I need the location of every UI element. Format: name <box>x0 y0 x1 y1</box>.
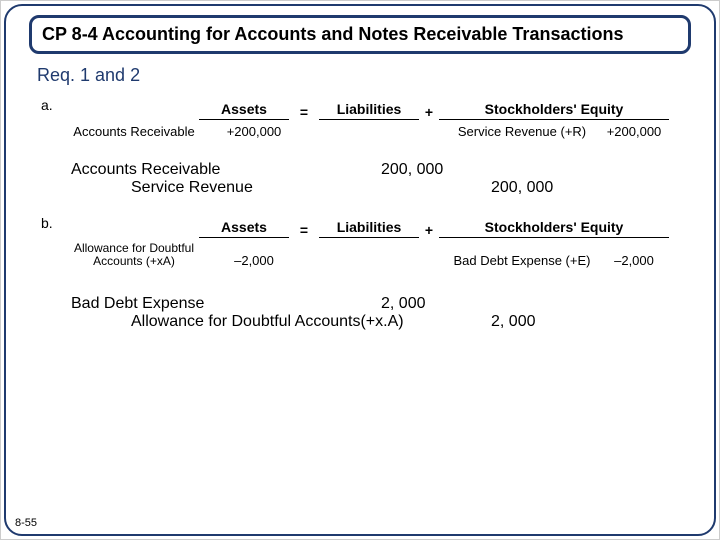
a-asset-val: +200,000 <box>219 120 289 139</box>
page-title: CP 8-4 Accounting for Accounts and Notes… <box>42 24 678 45</box>
a-se-val: +200,000 <box>599 120 669 139</box>
je-a-line2-acct: Service Revenue <box>71 179 381 197</box>
equation-table-b: Assets = Liabilities + Stockholders' Equ… <box>49 219 689 268</box>
hdr-assets-b: Assets <box>199 219 289 238</box>
b-se-val: –2,000 <box>599 249 669 268</box>
je-b-line1-acct: Bad Debt Expense <box>71 295 381 313</box>
je-b-line2-acct: Allowance for Doubtful Accounts(+x.A) <box>71 313 411 331</box>
a-se-label: Service Revenue (+R) <box>439 120 599 139</box>
hdr-stockholders-b: Stockholders' Equity <box>439 219 669 238</box>
b-se-label: Bad Debt Expense (+E) <box>439 249 599 268</box>
journal-entry-b: Bad Debt Expense 2, 000 Allowance for Do… <box>71 295 671 331</box>
je-a-line1-acct: Accounts Receivable <box>71 161 381 179</box>
b-asset-label: Allowance for Doubtful Accounts (+xA) <box>49 238 219 268</box>
hdr-plus: + <box>419 104 439 120</box>
hdr-liabilities: Liabilities <box>319 101 419 120</box>
a-asset-label: Accounts Receivable <box>49 120 219 139</box>
hdr-eq-b: = <box>289 222 319 238</box>
je-a-line1-dr: 200, 000 <box>381 161 491 179</box>
slide-number: 8-55 <box>15 517 37 529</box>
hdr-assets: Assets <box>199 101 289 120</box>
je-b-line1-dr: 2, 000 <box>381 295 491 313</box>
journal-entry-a: Accounts Receivable 200, 000 Service Rev… <box>71 161 671 197</box>
je-a-line2-cr: 200, 000 <box>491 179 601 197</box>
title-box: CP 8-4 Accounting for Accounts and Notes… <box>29 15 691 54</box>
subtitle: Req. 1 and 2 <box>37 65 140 86</box>
equation-table-a: Assets = Liabilities + Stockholders' Equ… <box>49 101 689 139</box>
hdr-liabilities-b: Liabilities <box>319 219 419 238</box>
hdr-eq: = <box>289 104 319 120</box>
hdr-stockholders: Stockholders' Equity <box>439 101 669 120</box>
b-asset-val: –2,000 <box>219 249 289 268</box>
je-b-line2-cr: 2, 000 <box>491 313 601 331</box>
hdr-plus-b: + <box>419 222 439 238</box>
